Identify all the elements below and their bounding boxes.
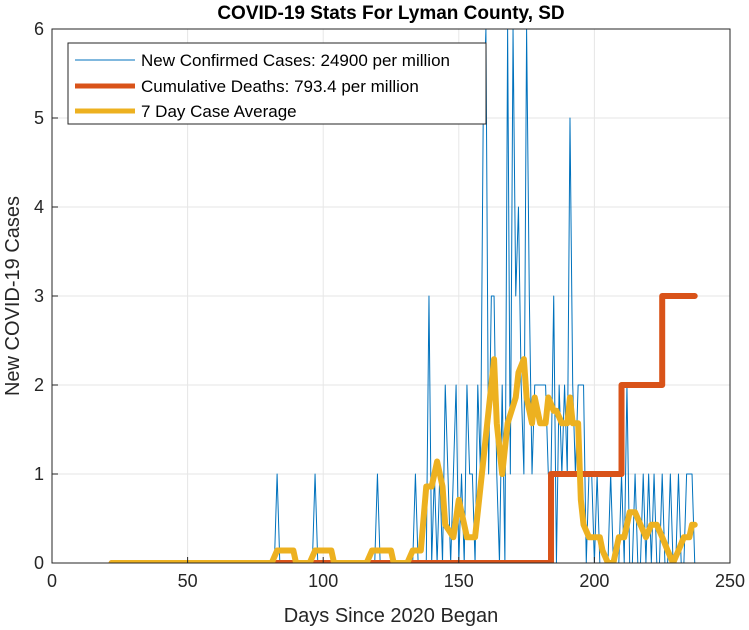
y-tick-label: 2 (34, 375, 44, 395)
series-line-deaths (108, 293, 698, 563)
y-tick-label: 0 (34, 553, 44, 573)
x-axis-label: Days Since 2020 Began (284, 605, 499, 627)
y-tick-label: 3 (34, 286, 44, 306)
series-group (108, 29, 698, 563)
x-tick-label: 0 (47, 571, 57, 591)
series-layer (108, 29, 698, 563)
legend-label-new-cases: New Confirmed Cases: 24900 per million (141, 51, 450, 70)
x-tick-label: 100 (308, 571, 338, 591)
x-tick-label: 150 (444, 571, 474, 591)
y-tick-label: 6 (34, 19, 44, 39)
legend-label-deaths: Cumulative Deaths: 793.4 per million (141, 77, 419, 96)
y-tick-label: 5 (34, 108, 44, 128)
x-tick-label: 250 (715, 571, 745, 591)
legend: New Confirmed Cases: 24900 per million C… (67, 42, 487, 125)
y-tick-label: 4 (34, 197, 44, 217)
y-tick-label: 1 (34, 464, 44, 484)
series-line-new-cases (111, 29, 696, 563)
chart-title: COVID-19 Stats For Lyman County, SD (217, 3, 564, 24)
axis-ticks: 0 50 100 150 200 250 0 1 2 3 4 5 6 (34, 19, 745, 591)
x-tick-label: 200 (579, 571, 609, 591)
legend-label-7day-average: 7 Day Case Average (141, 102, 297, 121)
series-line-7day-average (108, 356, 698, 563)
y-axis-label: New COVID-19 Cases (2, 196, 24, 396)
x-tick-label: 50 (178, 571, 198, 591)
legend-box (67, 42, 487, 125)
